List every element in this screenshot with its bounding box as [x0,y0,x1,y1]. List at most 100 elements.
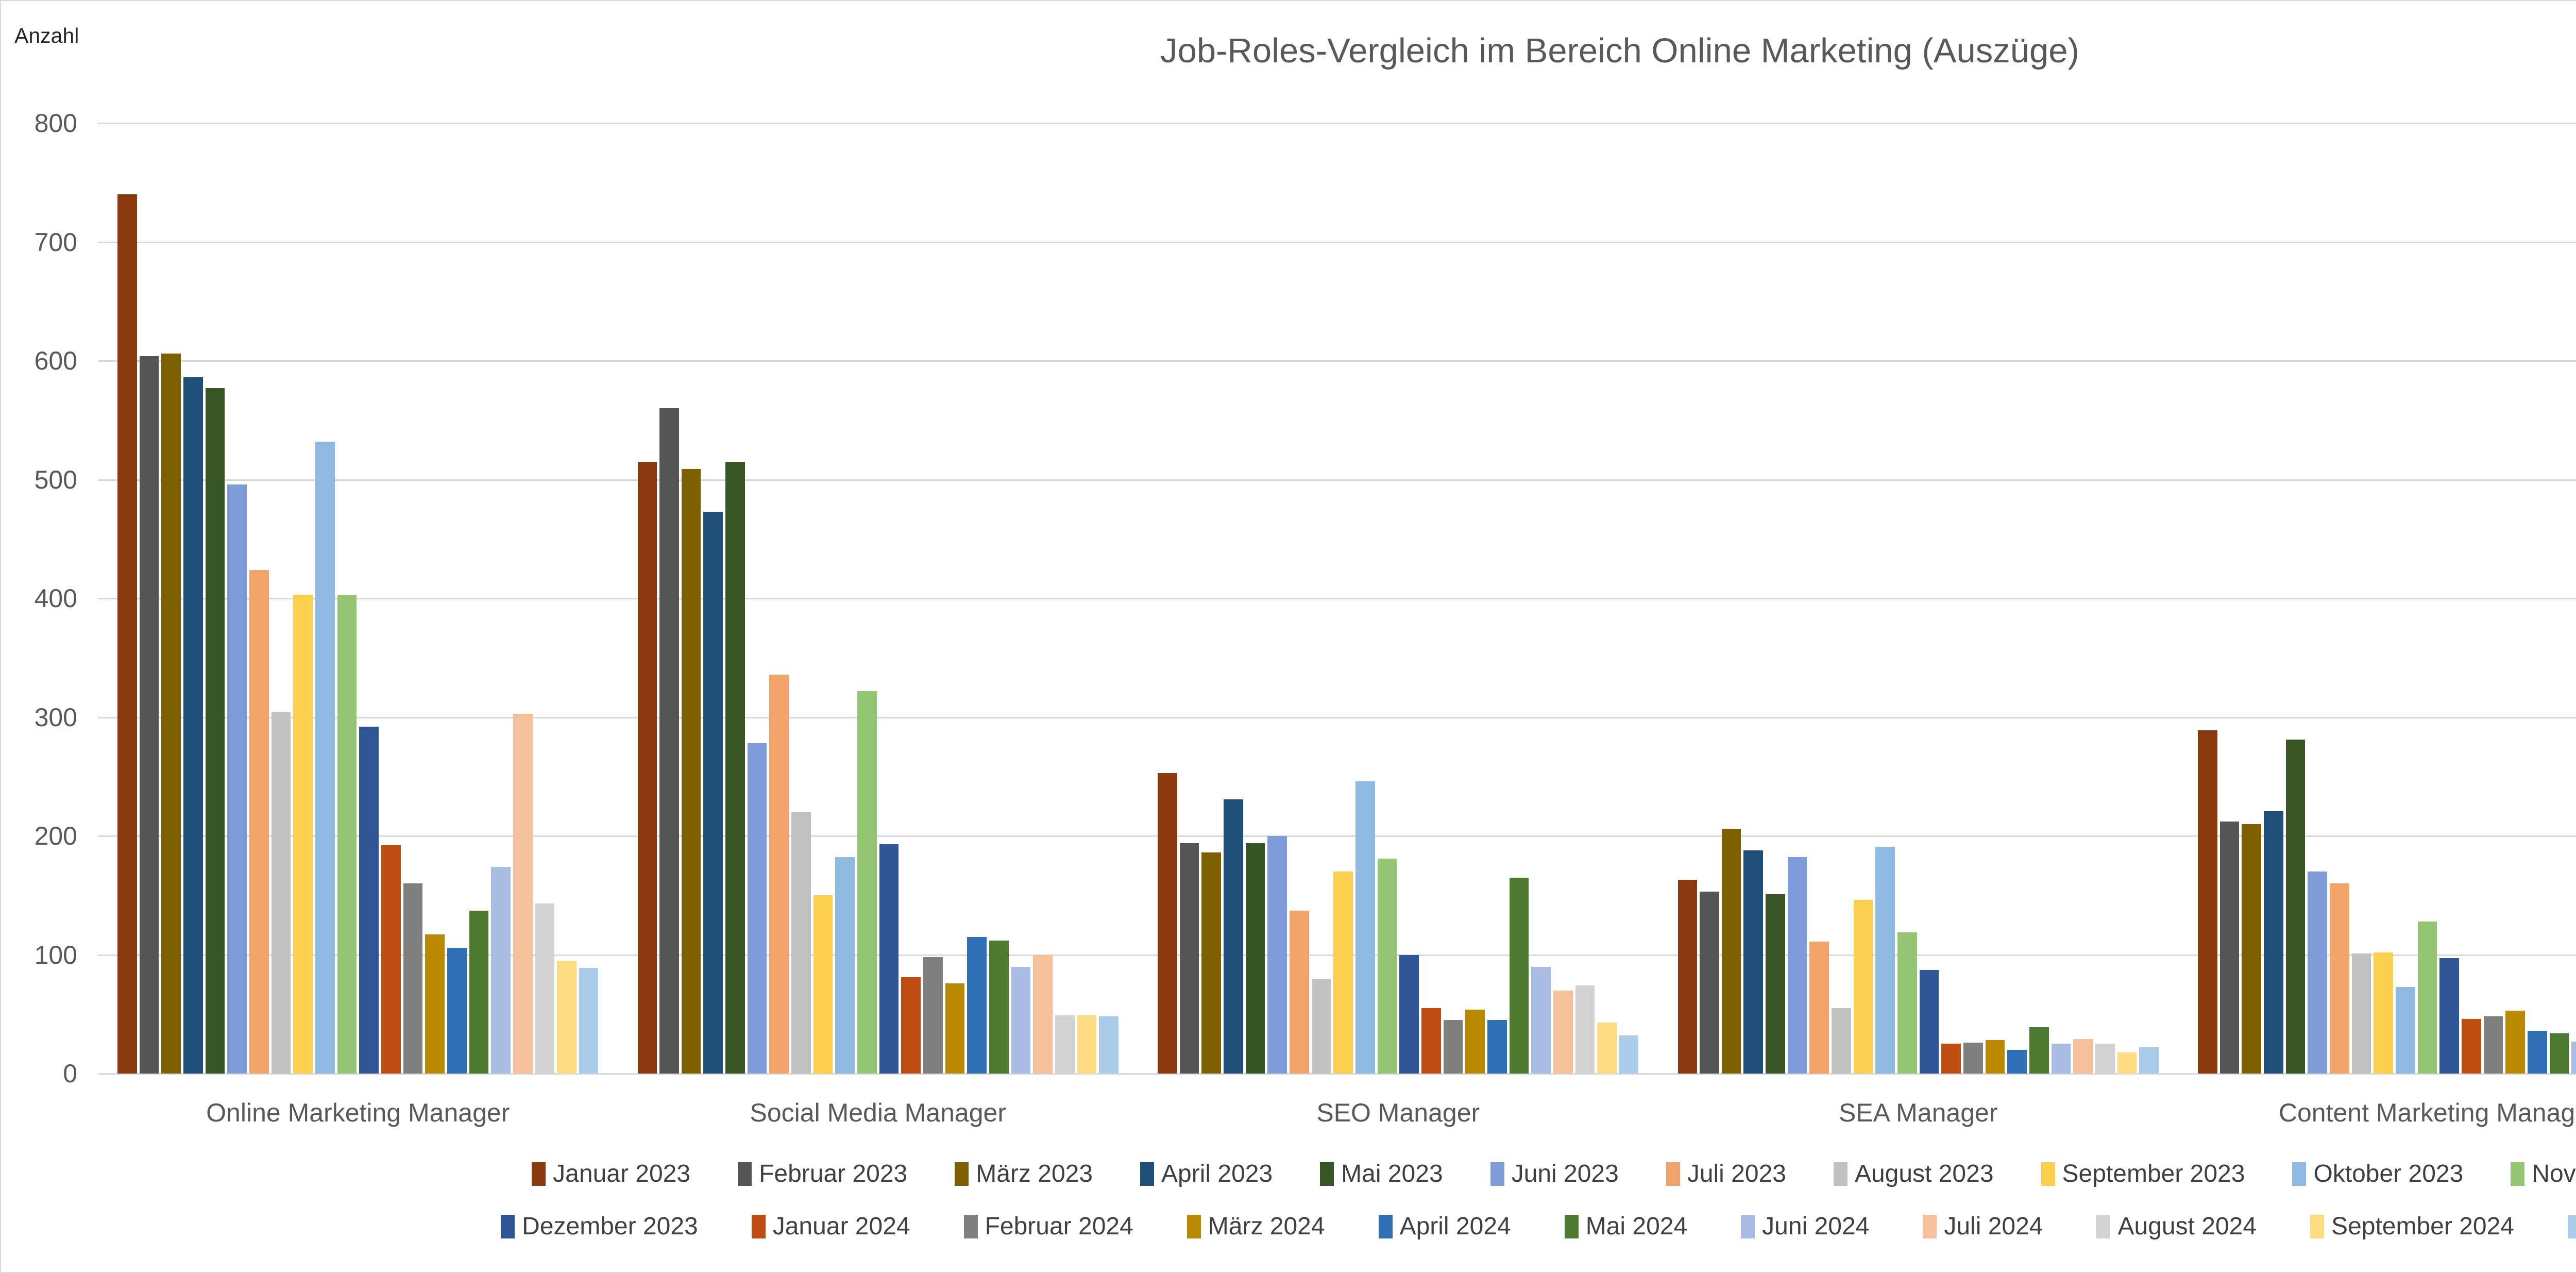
x-axis-category-label: SEO Manager [1316,1098,1480,1127]
bar [813,895,833,1074]
legend-item: Januar 2023 [532,1160,690,1188]
gridline [98,360,2576,362]
y-axis-tick-label: 700 [34,227,77,257]
x-axis-category-label: Content Marketing Manager [2278,1098,2576,1127]
legend-swatch-icon [1833,1162,1848,1186]
bar [2198,730,2217,1074]
bar [1377,858,1397,1074]
gridline [98,241,2576,243]
bar [557,961,577,1074]
bar [2051,1044,2071,1074]
chart-title: Job-Roles-Vergleich im Bereich Online Ma… [1160,31,2079,70]
legend-item: April 2023 [1140,1160,1273,1188]
bar [2308,872,2327,1074]
bar [2285,740,2306,1074]
bar [1158,773,1177,1074]
bar [703,511,723,1074]
legend-label: Juli 2023 [1687,1160,1786,1187]
legend-item: Juli 2023 [1666,1160,1786,1188]
legend-label: August 2024 [2117,1213,2257,1240]
legend-label: Juni 2023 [1511,1160,1619,1187]
bar [447,947,467,1074]
bar [945,983,965,1074]
legend-label: Juli 2024 [1944,1213,2043,1240]
bar [1963,1043,1983,1074]
bar [747,743,767,1074]
bar [2095,1044,2115,1074]
bar [1700,892,1719,1074]
y-axis-tick-label: 200 [34,822,77,850]
bar [117,194,137,1074]
legend-label: November 2023 [2532,1160,2576,1187]
bar [1223,799,1243,1074]
bar [2571,1041,2576,1074]
bar [2527,1031,2547,1074]
legend-label: August 2023 [1854,1160,1994,1187]
legend-swatch-icon [2310,1214,2325,1238]
bar [1941,1044,1961,1074]
bar [1245,843,1265,1074]
bar [2219,822,2240,1074]
y-axis-tick-label: 300 [34,702,77,732]
legend-item: Dezember 2023 [501,1212,698,1241]
bar [835,857,855,1074]
bar [491,866,511,1074]
y-axis-tick-label: 600 [34,346,77,375]
legend-label: März 2024 [1208,1213,1325,1240]
legend-swatch-icon [1378,1214,1393,1238]
bar [1553,990,1573,1074]
bar [1766,894,1785,1074]
bar [1575,985,1595,1074]
legend-item: Januar 2024 [751,1212,910,1241]
legend-item: August 2023 [1833,1160,1994,1188]
bar [513,713,533,1074]
legend-item: September 2023 [2041,1160,2245,1188]
legend-item: Juli 2024 [1923,1212,2043,1241]
legend-swatch-icon [751,1214,766,1238]
bar [161,354,181,1074]
bar [2374,952,2393,1074]
bar [1509,877,1529,1074]
legend-label: September 2024 [2331,1213,2514,1240]
bar [139,356,159,1074]
bar [1311,978,1331,1074]
bar [227,484,247,1074]
legend-label: Mai 2023 [1341,1160,1443,1187]
x-axis-category-label: Social Media Manager [750,1098,1007,1127]
bar [2461,1018,2481,1074]
bar [967,936,987,1074]
y-axis-title: Anzahl [14,24,79,47]
legend-item: September 2024 [2310,1212,2514,1241]
bar [315,441,335,1074]
legend-label: Februar 2024 [985,1213,1133,1240]
bar [857,691,877,1074]
legend-swatch-icon [1564,1214,1579,1238]
gridline [98,1073,2576,1075]
bar [1487,1020,1507,1074]
bar [659,408,679,1074]
bar [637,461,657,1074]
bar [879,844,899,1074]
bar [469,911,489,1074]
legend-item: Oktober 2024 [2567,1212,2576,1241]
bar [1355,781,1375,1074]
bar [1011,966,1031,1074]
legend-swatch-icon [2567,1214,2576,1238]
legend-item: März 2023 [955,1160,1093,1188]
legend-item: Mai 2024 [1564,1212,1687,1241]
legend-item: Oktober 2023 [2292,1160,2463,1188]
gridline [98,716,2576,718]
bar [1597,1022,1617,1074]
bar [579,967,599,1074]
y-axis-tick-label: 0 [63,1059,77,1088]
legend-item: August 2024 [2096,1212,2257,1241]
bar [2483,1016,2503,1074]
bar [1179,843,1199,1074]
legend-row-1: Januar 2023 Februar 2023 März 2023 April 20… [1,1160,2576,1188]
bar [1875,846,1895,1074]
bar [2242,824,2261,1074]
bar [1443,1020,1463,1074]
bar [359,726,379,1074]
